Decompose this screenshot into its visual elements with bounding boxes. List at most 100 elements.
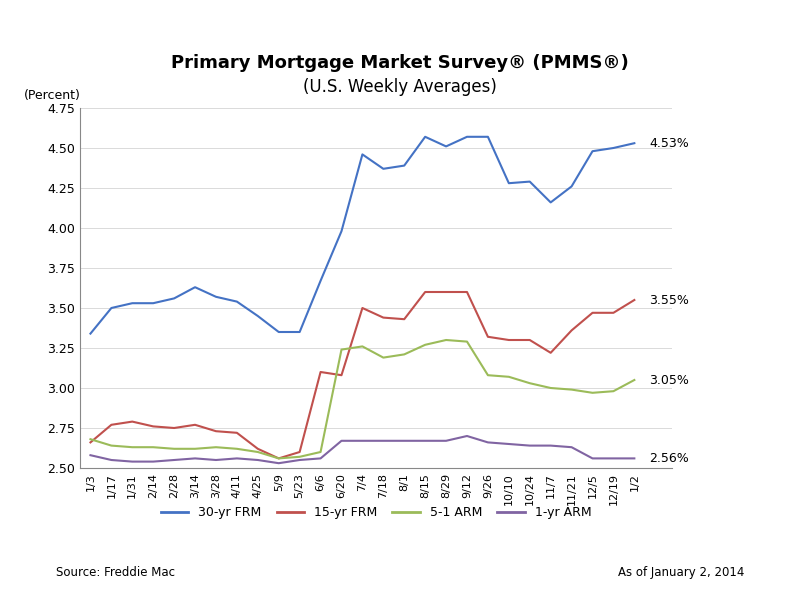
30-yr FRM	[170, 295, 179, 302]
5-1 ARM	[274, 455, 283, 462]
15-yr FRM	[504, 337, 514, 344]
15-yr FRM	[86, 439, 95, 446]
30-yr FRM	[106, 304, 116, 311]
5-1 ARM	[86, 436, 95, 443]
1-yr ARM	[399, 437, 409, 445]
15-yr FRM	[106, 421, 116, 428]
30-yr FRM	[609, 145, 618, 152]
1-yr ARM	[442, 437, 451, 445]
1-yr ARM	[462, 433, 472, 440]
30-yr FRM	[483, 133, 493, 140]
30-yr FRM	[127, 299, 137, 307]
1-yr ARM	[546, 442, 555, 449]
5-1 ARM	[106, 442, 116, 449]
5-1 ARM	[358, 343, 367, 350]
5-1 ARM	[420, 341, 430, 349]
30-yr FRM	[378, 165, 388, 172]
30-yr FRM	[149, 299, 158, 307]
1-yr ARM	[86, 452, 95, 459]
5-1 ARM	[588, 389, 598, 397]
15-yr FRM	[316, 368, 326, 376]
5-1 ARM	[546, 385, 555, 392]
Line: 15-yr FRM: 15-yr FRM	[90, 292, 634, 458]
15-yr FRM	[399, 316, 409, 323]
30-yr FRM	[295, 328, 305, 335]
1-yr ARM	[483, 439, 493, 446]
15-yr FRM	[525, 337, 534, 344]
1-yr ARM	[609, 455, 618, 462]
1-yr ARM	[337, 437, 346, 445]
15-yr FRM	[358, 304, 367, 311]
5-1 ARM	[295, 453, 305, 460]
1-yr ARM	[566, 443, 576, 451]
Line: 1-yr ARM: 1-yr ARM	[90, 436, 634, 463]
15-yr FRM	[190, 421, 200, 428]
15-yr FRM	[546, 349, 555, 356]
5-1 ARM	[232, 445, 242, 452]
30-yr FRM	[190, 284, 200, 291]
5-1 ARM	[609, 388, 618, 395]
15-yr FRM	[442, 289, 451, 296]
15-yr FRM	[295, 448, 305, 455]
15-yr FRM	[211, 428, 221, 435]
Line: 30-yr FRM: 30-yr FRM	[90, 137, 634, 334]
1-yr ARM	[106, 457, 116, 464]
30-yr FRM	[253, 313, 262, 320]
1-yr ARM	[149, 458, 158, 465]
15-yr FRM	[170, 424, 179, 431]
15-yr FRM	[588, 309, 598, 316]
30-yr FRM	[274, 328, 283, 335]
Text: 3.55%: 3.55%	[649, 293, 689, 307]
30-yr FRM	[546, 199, 555, 206]
Legend: 30-yr FRM, 15-yr FRM, 5-1 ARM, 1-yr ARM: 30-yr FRM, 15-yr FRM, 5-1 ARM, 1-yr ARM	[156, 501, 596, 524]
1-yr ARM	[127, 458, 137, 465]
30-yr FRM	[442, 143, 451, 150]
5-1 ARM	[149, 443, 158, 451]
Text: 4.53%: 4.53%	[649, 137, 689, 149]
15-yr FRM	[630, 296, 639, 304]
15-yr FRM	[420, 289, 430, 296]
30-yr FRM	[504, 179, 514, 187]
15-yr FRM	[462, 289, 472, 296]
1-yr ARM	[211, 457, 221, 464]
5-1 ARM	[211, 443, 221, 451]
15-yr FRM	[378, 314, 388, 321]
1-yr ARM	[190, 455, 200, 462]
Text: (U.S. Weekly Averages): (U.S. Weekly Averages)	[303, 78, 497, 96]
1-yr ARM	[525, 442, 534, 449]
15-yr FRM	[337, 371, 346, 379]
Text: Primary Mortgage Market Survey® (PMMS®): Primary Mortgage Market Survey® (PMMS®)	[171, 54, 629, 72]
30-yr FRM	[316, 277, 326, 284]
1-yr ARM	[588, 455, 598, 462]
30-yr FRM	[211, 293, 221, 301]
1-yr ARM	[630, 455, 639, 462]
30-yr FRM	[358, 151, 367, 158]
15-yr FRM	[274, 455, 283, 462]
30-yr FRM	[232, 298, 242, 305]
5-1 ARM	[127, 443, 137, 451]
Text: As of January 2, 2014: As of January 2, 2014	[618, 566, 744, 579]
Text: 2.56%: 2.56%	[649, 452, 689, 465]
5-1 ARM	[253, 448, 262, 455]
5-1 ARM	[190, 445, 200, 452]
30-yr FRM	[588, 148, 598, 155]
1-yr ARM	[253, 457, 262, 464]
5-1 ARM	[504, 373, 514, 380]
1-yr ARM	[420, 437, 430, 445]
15-yr FRM	[609, 309, 618, 316]
1-yr ARM	[504, 440, 514, 448]
5-1 ARM	[525, 380, 534, 387]
15-yr FRM	[566, 327, 576, 334]
15-yr FRM	[149, 423, 158, 430]
5-1 ARM	[378, 354, 388, 361]
Line: 5-1 ARM: 5-1 ARM	[90, 340, 634, 458]
30-yr FRM	[630, 140, 639, 147]
1-yr ARM	[274, 460, 283, 467]
1-yr ARM	[170, 457, 179, 464]
15-yr FRM	[232, 429, 242, 436]
1-yr ARM	[316, 455, 326, 462]
15-yr FRM	[483, 333, 493, 340]
5-1 ARM	[337, 346, 346, 353]
1-yr ARM	[358, 437, 367, 445]
30-yr FRM	[337, 227, 346, 235]
